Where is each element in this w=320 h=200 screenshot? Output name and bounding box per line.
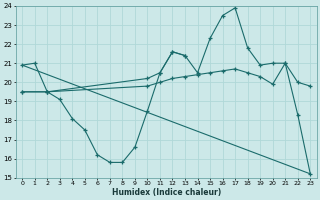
X-axis label: Humidex (Indice chaleur): Humidex (Indice chaleur) (112, 188, 221, 197)
